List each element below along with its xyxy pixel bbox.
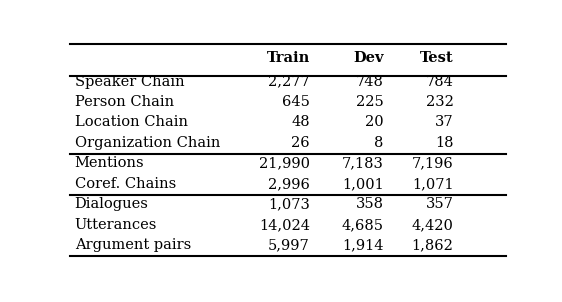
Text: 48: 48 bbox=[291, 115, 310, 130]
Text: 20: 20 bbox=[365, 115, 384, 130]
Text: 1,862: 1,862 bbox=[411, 238, 454, 252]
Text: Speaker Chain: Speaker Chain bbox=[75, 75, 184, 88]
Text: Dialogues: Dialogues bbox=[75, 197, 148, 211]
Text: Location Chain: Location Chain bbox=[75, 115, 188, 130]
Text: 5,997: 5,997 bbox=[268, 238, 310, 252]
Text: 645: 645 bbox=[282, 95, 310, 109]
Text: Dev: Dev bbox=[353, 51, 384, 65]
Text: 4,685: 4,685 bbox=[342, 218, 384, 232]
Text: 18: 18 bbox=[435, 136, 454, 150]
Text: 4,420: 4,420 bbox=[411, 218, 454, 232]
Text: 357: 357 bbox=[425, 197, 454, 211]
Text: 37: 37 bbox=[435, 115, 454, 130]
Text: Test: Test bbox=[420, 51, 454, 65]
Text: Person Chain: Person Chain bbox=[75, 95, 174, 109]
Text: 7,183: 7,183 bbox=[342, 156, 384, 170]
Text: 2,277: 2,277 bbox=[268, 75, 310, 88]
Text: 7,196: 7,196 bbox=[412, 156, 454, 170]
Text: 1,073: 1,073 bbox=[268, 197, 310, 211]
Text: 8: 8 bbox=[374, 136, 384, 150]
Text: 2,996: 2,996 bbox=[268, 177, 310, 191]
Text: Utterances: Utterances bbox=[75, 218, 157, 232]
Text: 225: 225 bbox=[356, 95, 384, 109]
Text: Argument pairs: Argument pairs bbox=[75, 238, 191, 252]
Text: 748: 748 bbox=[356, 75, 384, 88]
Text: 232: 232 bbox=[425, 95, 454, 109]
Text: Organization Chain: Organization Chain bbox=[75, 136, 220, 150]
Text: 21,990: 21,990 bbox=[259, 156, 310, 170]
Text: Coref. Chains: Coref. Chains bbox=[75, 177, 176, 191]
Text: 1,001: 1,001 bbox=[342, 177, 384, 191]
Text: 1,071: 1,071 bbox=[412, 177, 454, 191]
Text: 1,914: 1,914 bbox=[342, 238, 384, 252]
Text: 784: 784 bbox=[425, 75, 454, 88]
Text: 358: 358 bbox=[356, 197, 384, 211]
Text: Train: Train bbox=[266, 51, 310, 65]
Text: 14,024: 14,024 bbox=[259, 218, 310, 232]
Text: 26: 26 bbox=[291, 136, 310, 150]
Text: Mentions: Mentions bbox=[75, 156, 144, 170]
